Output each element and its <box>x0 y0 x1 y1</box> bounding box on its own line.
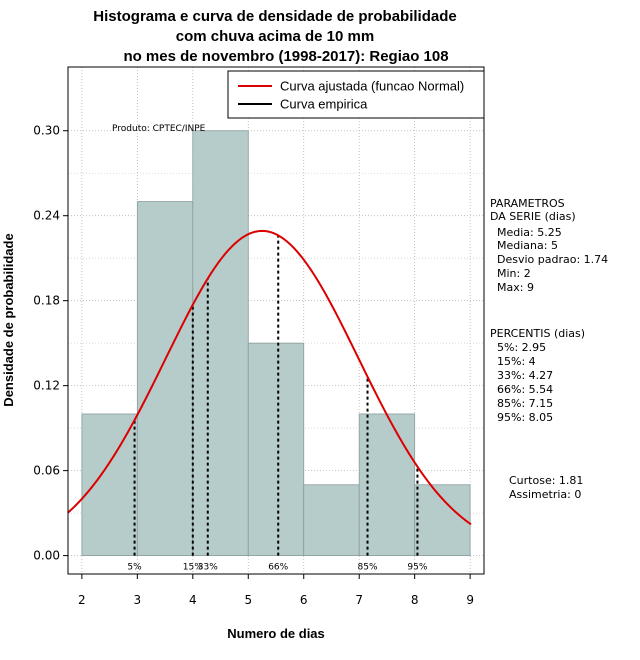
legend-label-empirical: Curva empirica <box>280 97 368 112</box>
y-tick-label: 0.24 <box>33 209 60 223</box>
param-min: Min: 2 <box>497 267 531 280</box>
param-median: Mediana: 5 <box>497 239 558 252</box>
params-title-1: PARAMETROS <box>490 197 565 210</box>
percentile-label: 5% <box>127 563 142 573</box>
x-tick-label: 9 <box>466 593 474 607</box>
normal-curve-group <box>67 229 472 526</box>
params-title-2: DA SERIE (dias) <box>490 210 576 223</box>
percentiles-title: PERCENTIS (dias) <box>490 327 585 340</box>
perc-95: 95%: 8.05 <box>497 411 553 424</box>
y-tick-label: 0.06 <box>33 464 60 478</box>
side-panel: PARAMETROS DA SERIE (dias) Media: 5.25 M… <box>490 197 608 501</box>
percentile-label: 95% <box>407 563 427 573</box>
chart-title-line-2: com chuva acima de 10 mm <box>176 28 374 45</box>
y-tick-label: 0.12 <box>33 379 60 393</box>
perc-5: 5%: 2.95 <box>497 341 546 354</box>
y-tick-label: 0.00 <box>33 549 60 563</box>
histogram-bar <box>414 484 471 556</box>
product-annotation: Produto: CPTEC/INPE <box>112 124 206 134</box>
perc-85: 85%: 7.15 <box>497 397 553 410</box>
skewness: Assimetria: 0 <box>509 488 581 501</box>
percentile-label: 33% <box>198 563 218 573</box>
x-tick-label: 8 <box>411 593 419 607</box>
x-axis-label: Numero de dias <box>227 626 325 641</box>
x-tick-label: 4 <box>189 593 197 607</box>
perc-33: 33%: 4.27 <box>497 369 553 382</box>
param-mean: Media: 5.25 <box>497 226 562 239</box>
percentile-label: 66% <box>268 563 288 573</box>
perc-15: 15%: 4 <box>497 355 536 368</box>
normal-curve <box>67 229 472 526</box>
param-max: Max: 9 <box>497 281 534 294</box>
x-tick-label: 2 <box>78 593 86 607</box>
legend-label-fitted: Curva ajustada (funcao Normal) <box>280 79 464 94</box>
percentile-lines: 5% 15%33% 66% 85% 95% <box>127 235 428 573</box>
chart-title-line-1: Histograma e curva de densidade de proba… <box>93 8 456 25</box>
chart-title-line-3: no mes de novembro (1998-2017): Regiao 1… <box>123 48 448 65</box>
param-sd: Desvio padrao: 1.74 <box>497 253 608 266</box>
legend-box <box>227 70 485 119</box>
percentile-label: 15% <box>183 563 203 573</box>
histogram-bar <box>247 342 305 556</box>
y-tick-label: 0.18 <box>33 294 60 308</box>
axes: 0.00 0.06 0.12 0.18 0.24 0.30 2 3 4 5 6 7 8 9 <box>33 66 485 607</box>
histogram-bar <box>192 130 249 556</box>
legend: Curva ajustada (funcao Normal) Curva emp… <box>227 70 485 119</box>
perc-66: 66%: 5.54 <box>497 383 553 396</box>
y-tick-label: 0.30 <box>33 124 60 138</box>
y-axis-label: Densidade de probabilidade <box>1 233 16 406</box>
histogram-bar <box>81 413 138 556</box>
kurtosis: Curtose: 1.81 <box>509 474 583 487</box>
x-tick-label: 3 <box>134 593 142 607</box>
x-tick-label: 6 <box>300 593 308 607</box>
x-tick-label: 5 <box>244 593 252 607</box>
histogram-bar <box>136 201 194 556</box>
histogram-bars <box>81 130 471 556</box>
plot-frame <box>67 66 485 575</box>
histogram-bar <box>303 484 360 556</box>
percentile-label: 85% <box>358 563 378 573</box>
x-tick-label: 7 <box>355 593 363 607</box>
